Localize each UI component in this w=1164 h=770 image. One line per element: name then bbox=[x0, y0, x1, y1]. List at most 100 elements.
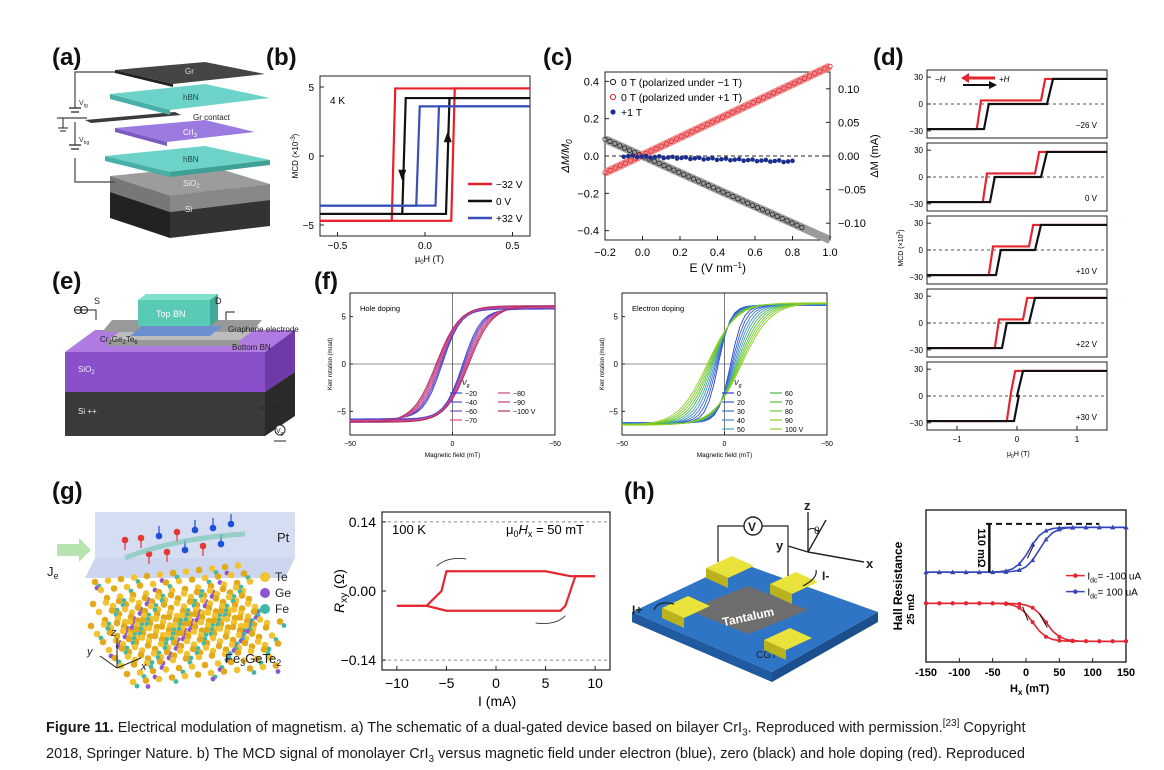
panel-h-label: (h) bbox=[624, 478, 655, 505]
panel-b-label: (b) bbox=[266, 44, 297, 71]
g-xtick: 5 bbox=[542, 675, 550, 691]
c-pt-red bbox=[806, 73, 813, 79]
c-pt-blue bbox=[679, 155, 684, 161]
g-xtick: 0 bbox=[492, 675, 500, 691]
f-legend-item: 100 V bbox=[785, 427, 804, 434]
c-pt-black bbox=[676, 169, 682, 175]
h-frame bbox=[925, 509, 1127, 663]
b-legend-2: +32 V bbox=[496, 214, 523, 225]
f-ytick: 5 bbox=[342, 313, 347, 322]
panel-a-label: (a) bbox=[52, 44, 82, 71]
f-loop-up bbox=[621, 302, 828, 426]
top-bn-label: Top BN bbox=[156, 309, 186, 319]
b-ytick: 0 bbox=[308, 152, 314, 163]
f-loop-down bbox=[349, 305, 556, 423]
h-blue-down bbox=[925, 526, 1127, 573]
c-pt-blue bbox=[701, 157, 706, 162]
c-pt-red bbox=[714, 116, 721, 123]
c-xtick: 1.0 bbox=[822, 247, 837, 259]
c-pt-blue bbox=[625, 153, 631, 159]
svg-text:Ge: Ge bbox=[275, 586, 291, 600]
f-ylabel: Kerr rotation (mrad) bbox=[328, 338, 334, 390]
c-pt-black bbox=[607, 138, 613, 145]
c-pt-blue bbox=[754, 158, 760, 164]
h-xtick: 0 bbox=[1023, 667, 1029, 679]
c-pt-black bbox=[720, 189, 726, 195]
c-pt-black bbox=[656, 160, 662, 167]
f-legend-item: 60 bbox=[785, 391, 793, 398]
b-arrow-up bbox=[443, 131, 452, 143]
c-pt-black bbox=[715, 187, 721, 193]
svg-text:y: y bbox=[86, 646, 94, 658]
c-pt-black bbox=[754, 204, 761, 211]
svg-text:V: V bbox=[748, 520, 756, 534]
d-ytick: 30 bbox=[914, 219, 923, 228]
c-ylabel-left: ΔM/M0 bbox=[560, 139, 574, 174]
c-pt-red bbox=[612, 165, 618, 171]
c-pt-red bbox=[684, 131, 690, 137]
h-xtick: -100 bbox=[948, 667, 970, 679]
d-black-4 bbox=[927, 369, 1107, 423]
c-ytick-right: 0.05 bbox=[838, 117, 859, 129]
f-legend-item: 50 bbox=[737, 427, 745, 434]
svg-text:Vtg: Vtg bbox=[79, 100, 88, 109]
g-xtick: 10 bbox=[587, 675, 603, 691]
h-xtick: -150 bbox=[915, 667, 937, 679]
panel-c-label: (c) bbox=[543, 44, 573, 71]
panel-d-chart: 30 0 −30 −26 V 30 0 −30 0 V 30 0 −30 +10 V 30 0 −30 +22… bbox=[896, 69, 1108, 460]
f-xtick: 0 bbox=[451, 441, 455, 448]
layer-sio2-label: SiO2 bbox=[183, 179, 200, 190]
crgete-label: Cr2Ge2Te6 bbox=[100, 335, 138, 346]
panel-a-schematic: Vtg Vbg Gr hBN Gr contact CrI3 hBN SiO2 … bbox=[57, 62, 270, 238]
figure-caption: Figure 11. Electrical modulation of magn… bbox=[46, 714, 1146, 770]
f-xtick: −50 bbox=[344, 441, 356, 448]
c-pt-black bbox=[730, 193, 736, 200]
f-legend-item: −40 bbox=[465, 400, 477, 407]
c-pt-blue bbox=[683, 155, 689, 160]
svg-text:I+: I+ bbox=[632, 603, 642, 617]
c-pt-black bbox=[735, 196, 741, 202]
c-legend-2: +1 T bbox=[621, 107, 643, 119]
c-pt-red bbox=[786, 83, 792, 89]
h-xtick: 100 bbox=[1083, 667, 1101, 679]
f-ytick: −5 bbox=[609, 407, 619, 416]
c-pt-blue bbox=[745, 157, 751, 163]
c-pt-blue bbox=[648, 155, 653, 160]
c-pt-black bbox=[745, 200, 751, 206]
c-pt-red bbox=[817, 68, 823, 74]
b-legend-1: 0 V bbox=[496, 197, 511, 208]
f-legend-item: −20 bbox=[465, 391, 477, 398]
svg-text:z: z bbox=[804, 498, 811, 513]
c-pt-red bbox=[812, 71, 818, 77]
d-ytick: 0 bbox=[919, 100, 924, 109]
c-pt-red bbox=[745, 102, 751, 108]
h-scale-left: 25 mΩ bbox=[906, 594, 917, 625]
f-legend-item: 0 bbox=[737, 391, 741, 398]
c-pt-blue bbox=[750, 157, 755, 162]
c-pt-red bbox=[730, 109, 736, 115]
graphene-electrode-label: Graphene electrode bbox=[228, 325, 299, 334]
c-xtick: 0.4 bbox=[710, 247, 725, 259]
c-pt-black bbox=[622, 145, 628, 151]
d-ylabel: MCD (×103) bbox=[896, 229, 905, 266]
c-pt-blue bbox=[652, 154, 658, 160]
c-ytick-right: −0.05 bbox=[838, 185, 866, 197]
layer-hbn-label: hBN bbox=[183, 93, 199, 102]
svg-text:x: x bbox=[140, 661, 147, 673]
layer-gr-contact-label: Gr contact bbox=[193, 113, 231, 122]
d-ytick: −30 bbox=[909, 346, 923, 355]
c-pt-red bbox=[760, 95, 767, 101]
d-ytick: 30 bbox=[914, 146, 923, 155]
f-legend-item: 30 bbox=[737, 409, 745, 416]
c-legend-0: 0 T (polarized under −1 T) bbox=[621, 77, 742, 89]
c-pt-red bbox=[801, 75, 808, 82]
c-pt-blue bbox=[665, 155, 671, 160]
c-pt-red bbox=[607, 167, 613, 173]
c-pt-blue bbox=[785, 159, 791, 164]
d-ytick: −30 bbox=[909, 200, 923, 209]
c-ytick-left: −0.2 bbox=[577, 188, 599, 200]
c-pt-red bbox=[735, 107, 741, 113]
c-pt-black bbox=[789, 220, 795, 226]
c-pt-black bbox=[764, 209, 771, 215]
caption-line-2: 2018, Springer Nature. b) The MCD signal… bbox=[46, 745, 1025, 765]
